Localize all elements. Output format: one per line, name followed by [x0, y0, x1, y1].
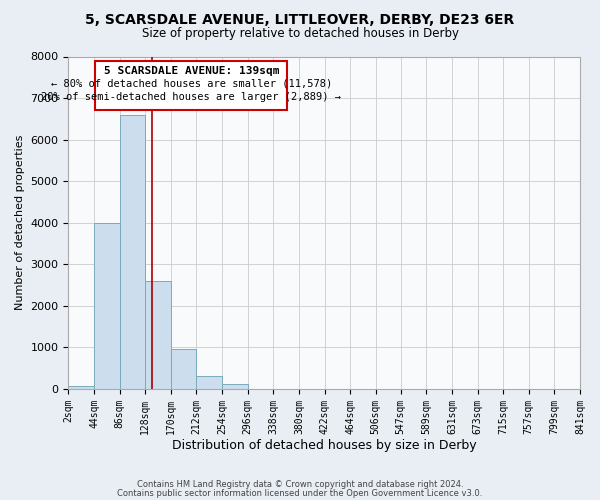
Bar: [94, 222, 119, 389]
Bar: [196, 376, 222, 389]
Text: 20% of semi-detached houses are larger (2,889) →: 20% of semi-detached houses are larger (…: [41, 92, 341, 102]
Bar: [222, 384, 248, 389]
Bar: [145, 281, 171, 389]
Text: Contains HM Land Registry data © Crown copyright and database right 2024.: Contains HM Land Registry data © Crown c…: [137, 480, 463, 489]
Bar: [68, 386, 94, 389]
Text: Contains public sector information licensed under the Open Government Licence v3: Contains public sector information licen…: [118, 488, 482, 498]
Text: 5, SCARSDALE AVENUE, LITTLEOVER, DERBY, DE23 6ER: 5, SCARSDALE AVENUE, LITTLEOVER, DERBY, …: [85, 12, 515, 26]
Text: ← 80% of detached houses are smaller (11,578): ← 80% of detached houses are smaller (11…: [50, 78, 332, 88]
Bar: [95, 60, 287, 110]
Bar: [119, 114, 145, 389]
X-axis label: Distribution of detached houses by size in Derby: Distribution of detached houses by size …: [172, 440, 476, 452]
Bar: [171, 349, 196, 389]
Text: 5 SCARSDALE AVENUE: 139sqm: 5 SCARSDALE AVENUE: 139sqm: [104, 66, 279, 76]
Y-axis label: Number of detached properties: Number of detached properties: [15, 135, 25, 310]
Text: Size of property relative to detached houses in Derby: Size of property relative to detached ho…: [142, 28, 458, 40]
